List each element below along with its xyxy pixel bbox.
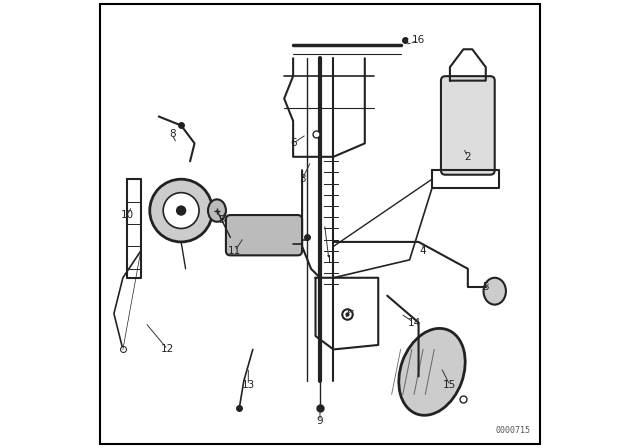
- Text: 4: 4: [420, 246, 426, 256]
- Text: 0000715: 0000715: [495, 426, 531, 435]
- Text: 5: 5: [483, 282, 489, 292]
- Text: 13: 13: [242, 380, 255, 390]
- Text: 10: 10: [121, 210, 134, 220]
- Text: 3: 3: [299, 174, 305, 184]
- Ellipse shape: [484, 278, 506, 305]
- Text: 8: 8: [169, 129, 175, 139]
- Text: 7: 7: [344, 309, 350, 319]
- Text: 9: 9: [317, 416, 323, 426]
- Circle shape: [150, 179, 212, 242]
- Text: 5: 5: [218, 215, 225, 224]
- Ellipse shape: [208, 199, 226, 222]
- Text: 6: 6: [290, 138, 296, 148]
- Text: 1: 1: [326, 255, 332, 265]
- Circle shape: [177, 206, 186, 215]
- FancyBboxPatch shape: [441, 76, 495, 175]
- Ellipse shape: [399, 328, 465, 415]
- Text: 14: 14: [408, 318, 420, 327]
- FancyBboxPatch shape: [226, 215, 302, 255]
- Text: 2: 2: [465, 152, 471, 162]
- Text: 15: 15: [444, 380, 456, 390]
- Circle shape: [163, 193, 199, 228]
- Text: 11: 11: [228, 246, 241, 256]
- Text: 12: 12: [161, 345, 174, 354]
- Text: 16: 16: [412, 35, 425, 45]
